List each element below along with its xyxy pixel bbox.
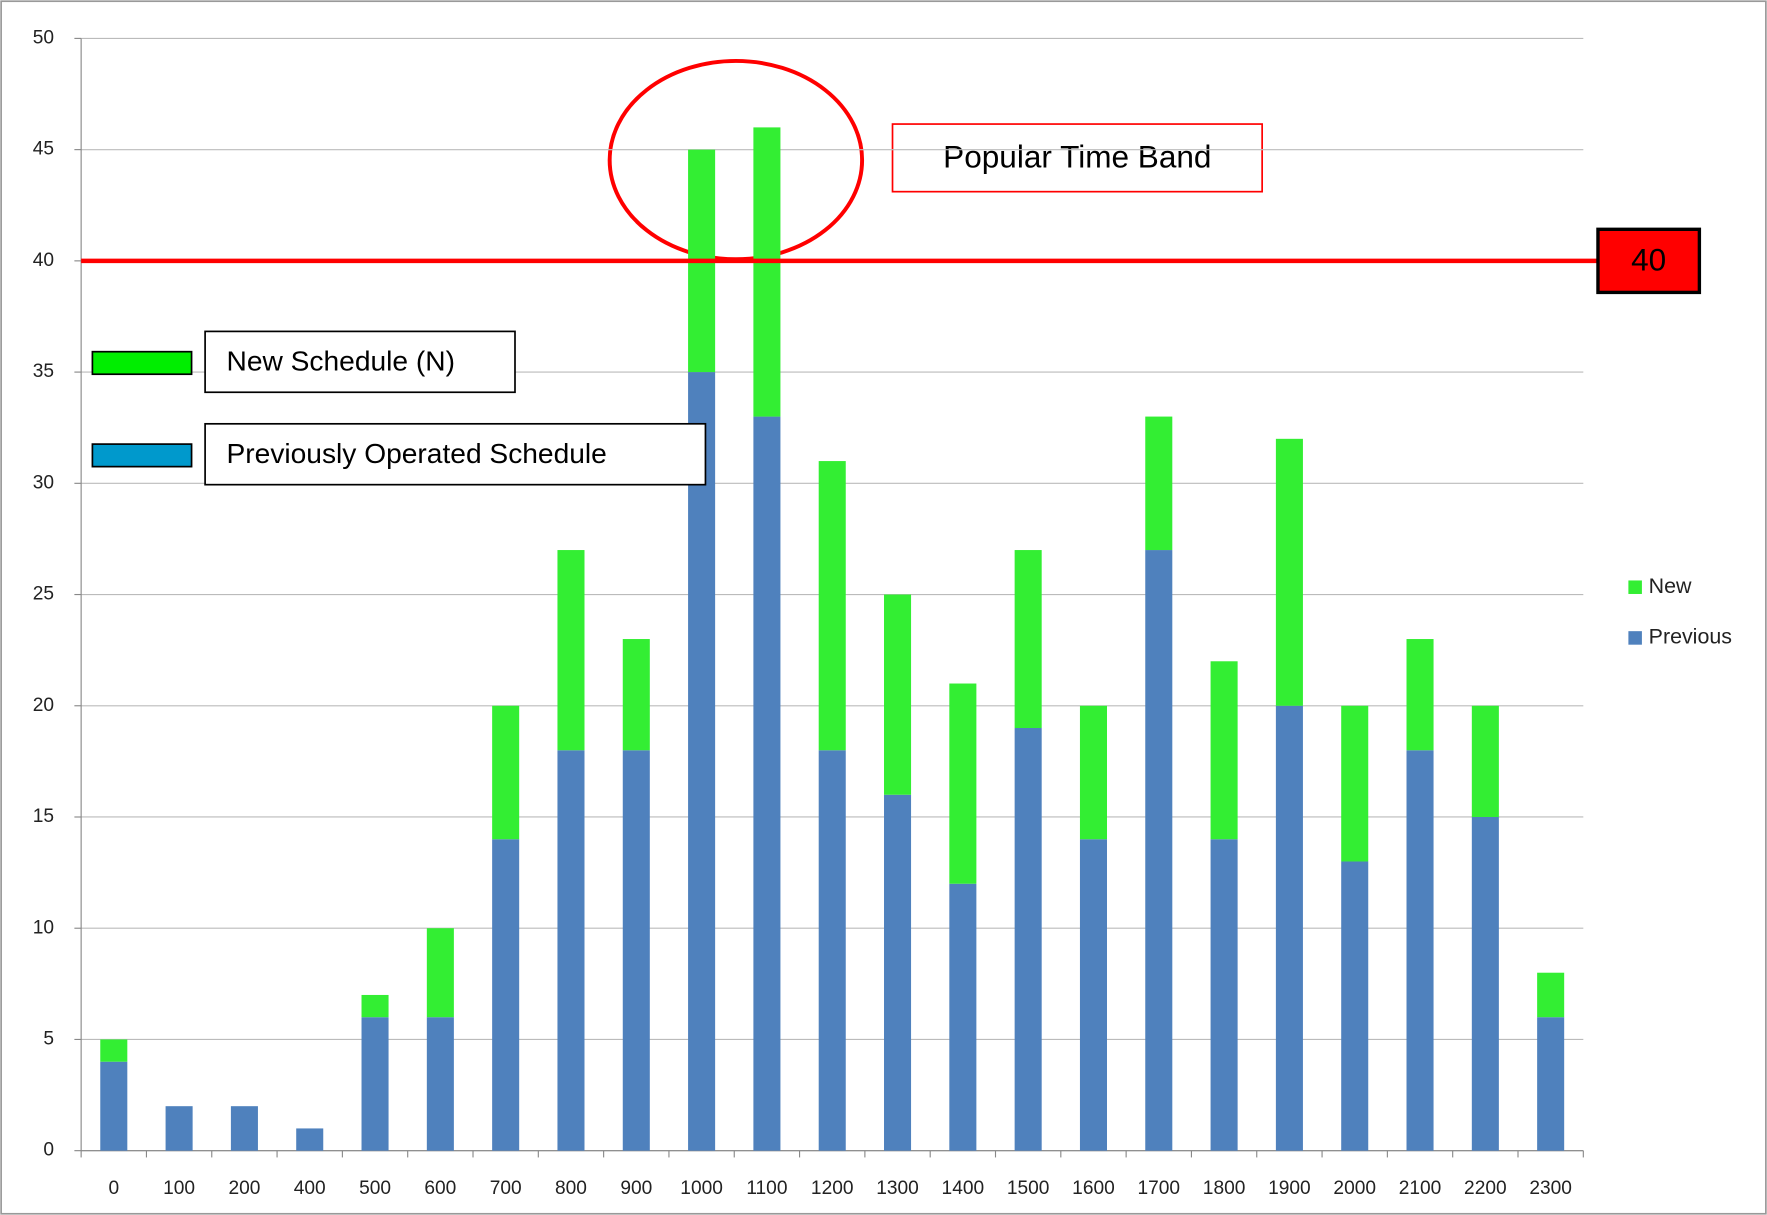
x-tick-label: 0 (108, 1178, 119, 1199)
legend-box-frame (204, 330, 516, 394)
x-tick-label: 1700 (1137, 1178, 1180, 1199)
x-tick-label: 400 (294, 1178, 326, 1199)
callout-text: Popular Time Band (943, 138, 1211, 174)
x-tick-label: 1400 (942, 1178, 985, 1199)
bar-segment (1341, 705, 1369, 862)
y-tick-label: 20 (33, 695, 54, 716)
bar-segment (1079, 839, 1107, 1151)
y-tick-label: 50 (33, 27, 54, 48)
bar-segment (1537, 1017, 1565, 1151)
x-tick-label: 1500 (1007, 1178, 1050, 1199)
reference-label-box (1596, 227, 1702, 295)
bar-segment (361, 994, 389, 1018)
bar-segment (492, 705, 520, 840)
bar-segment (949, 883, 977, 1151)
bar-segment (1014, 550, 1042, 729)
bar-segment (884, 794, 912, 1151)
bar-segment (100, 1039, 128, 1062)
bar-segment (426, 928, 454, 1018)
bar-segment (1537, 972, 1565, 1018)
x-tick-label: 1900 (1268, 1178, 1311, 1199)
x-tick-label: 500 (359, 1178, 391, 1199)
bar-segment (1210, 839, 1238, 1151)
bar-segment (1341, 861, 1369, 1151)
bar-segment (753, 127, 781, 417)
bar-segment (230, 1106, 258, 1151)
y-tick-label: 35 (33, 361, 54, 382)
x-tick-label: 1200 (811, 1178, 854, 1199)
y-tick-label: 0 (43, 1140, 54, 1161)
legend-box-swatch (91, 350, 193, 376)
bar-segment (1406, 639, 1434, 751)
bar-segment (1079, 705, 1107, 840)
reference-label: 40 (1631, 241, 1666, 277)
callout-box (891, 123, 1263, 193)
bar-segment (1275, 705, 1303, 1151)
legend-box-swatch (91, 443, 193, 468)
x-tick-label: 200 (228, 1178, 260, 1199)
x-tick-label: 1600 (1072, 1178, 1115, 1199)
bar-segment (949, 683, 977, 884)
bar-segment (1406, 750, 1434, 1151)
bar-segment (492, 839, 520, 1151)
x-tick-label: 2300 (1529, 1178, 1572, 1199)
y-tick-label: 15 (33, 806, 54, 827)
legend-box-label: New Schedule (N) (227, 344, 455, 376)
bar-segment (818, 750, 846, 1151)
legend-swatch (1628, 631, 1642, 645)
y-tick-label: 25 (33, 584, 54, 605)
bar-segment (818, 461, 846, 751)
bar-segment (753, 416, 781, 1151)
x-tick-label: 900 (620, 1178, 652, 1199)
y-tick-label: 45 (33, 139, 54, 160)
bar-segment (296, 1128, 324, 1151)
x-tick-label: 1300 (876, 1178, 919, 1199)
legend-box-label: Previously Operated Schedule (227, 437, 607, 469)
bar-segment (1145, 416, 1173, 551)
legend-label: New (1649, 574, 1692, 598)
bar-segment (557, 550, 585, 751)
y-tick-label: 5 (43, 1029, 54, 1050)
y-tick-label: 10 (33, 917, 54, 938)
bar-segment (1275, 438, 1303, 706)
x-tick-label: 800 (555, 1178, 587, 1199)
x-tick-label: 100 (163, 1178, 195, 1199)
bar-segment (884, 594, 912, 795)
bar-segment (622, 750, 650, 1151)
bar-segment (622, 639, 650, 751)
x-tick-label: 700 (490, 1178, 522, 1199)
x-tick-label: 2200 (1464, 1178, 1507, 1199)
bar-segment (165, 1106, 193, 1151)
bar-segment (361, 1017, 389, 1151)
bar-segment (1014, 728, 1042, 1151)
x-tick-label: 1100 (746, 1178, 787, 1199)
bar-segment (100, 1061, 128, 1151)
y-tick-label: 40 (33, 250, 54, 271)
x-tick-label: 2100 (1399, 1178, 1442, 1199)
x-tick-label: 1800 (1203, 1178, 1246, 1199)
y-tick-label: 30 (33, 472, 54, 493)
bar-segment (688, 372, 716, 1151)
bar-segment (1210, 661, 1238, 840)
bar-segment (1471, 705, 1499, 817)
legend-swatch (1628, 580, 1642, 594)
legend-label: Previous (1649, 625, 1732, 649)
bar-segment (426, 1017, 454, 1151)
bar-segment (557, 750, 585, 1151)
x-tick-label: 600 (424, 1178, 456, 1199)
x-tick-label: 2000 (1333, 1178, 1376, 1199)
legend-box-frame (204, 422, 707, 486)
bar-segment (1145, 550, 1173, 1151)
x-tick-label: 1000 (680, 1178, 723, 1199)
bar-segment (1471, 816, 1499, 1151)
